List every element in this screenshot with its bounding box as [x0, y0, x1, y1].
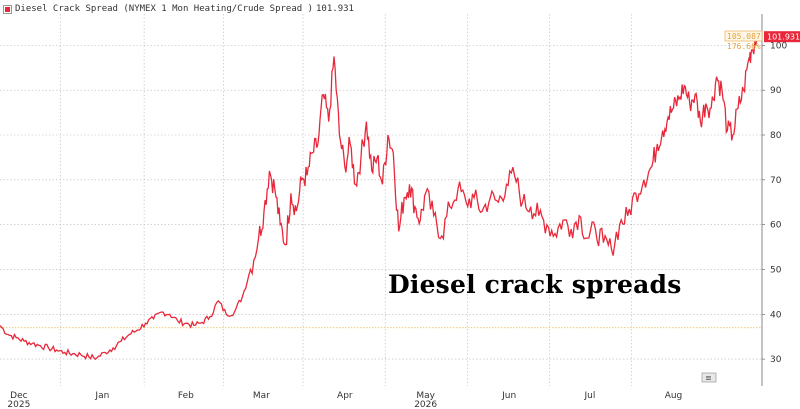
x-tick-label: Jul [584, 391, 596, 401]
high-label: 105.087 [727, 32, 761, 41]
corner-button[interactable]: ≡ [701, 372, 717, 383]
grid-layer [0, 14, 762, 386]
x-tick-label: Mar [253, 391, 270, 401]
x-year-label: 2025 [7, 400, 30, 409]
y-tick-label: 80 [770, 131, 782, 141]
last-value-tag: 101.931 [764, 31, 800, 43]
legend-last-value: 101.931 [316, 4, 354, 14]
y-tick-label: 30 [770, 355, 782, 365]
last-value-label: 101.931 [767, 33, 800, 42]
x-tick-label: Feb [178, 391, 194, 401]
x-tick-label: Dec [10, 391, 27, 401]
menu-icon[interactable]: ≡ [705, 374, 712, 383]
x-tick-label: Jun [501, 391, 516, 401]
high-annotation: 105.087 [724, 30, 763, 42]
x-tick-label: May [416, 391, 435, 401]
y-tick-label: 40 [770, 310, 782, 320]
pct-change-label: 176.66% [727, 42, 761, 51]
series-line [0, 36, 758, 361]
y-tick-label: 60 [770, 221, 782, 231]
legend-label: Diesel Crack Spread (NYMEX 1 Mon Heating… [15, 4, 314, 14]
y-tick-label: 100 [770, 41, 787, 51]
x-tick-label: Jan [94, 391, 109, 401]
x-tick-label: Apr [337, 391, 353, 401]
y-tick-label: 70 [770, 176, 782, 186]
x-tick-label: Aug [665, 391, 683, 401]
overlay-title: Diesel crack spreads [388, 270, 682, 299]
y-tick-label: 50 [770, 265, 782, 275]
y-axis: 30 40 50 60 70 80 90 100 [762, 41, 787, 365]
legend: Diesel Crack Spread (NYMEX 1 Mon Heating… [3, 4, 354, 14]
legend-checkbox-icon[interactable] [3, 4, 12, 14]
y-tick-label: 90 [770, 86, 782, 96]
x-year-label: 2026 [414, 400, 437, 409]
